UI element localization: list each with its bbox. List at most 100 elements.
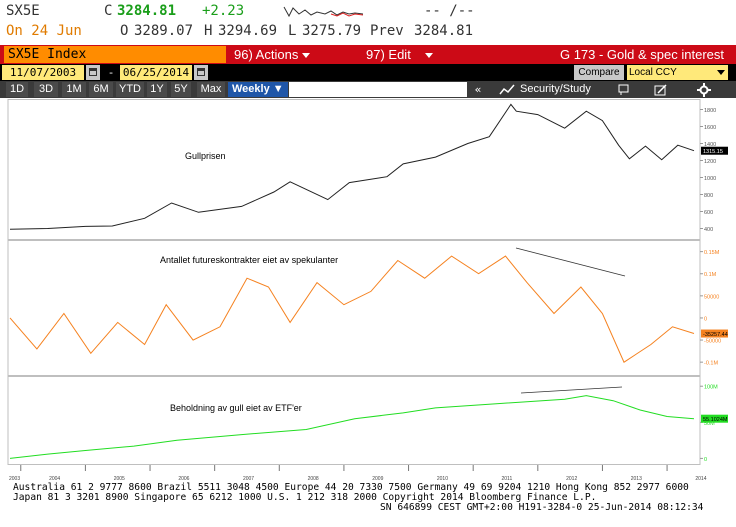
x-tick-label: 2013 [631, 476, 642, 482]
last-value-label: 1315.15 [703, 149, 723, 155]
frequency-input[interactable] [289, 82, 467, 97]
dropdown-arrow-icon [302, 53, 311, 59]
range-1m-button[interactable]: 1M [62, 82, 86, 97]
calendar-icon[interactable] [86, 65, 100, 80]
currency-dropdown-icon[interactable] [717, 70, 725, 75]
y-tick-label: 50M [704, 421, 715, 427]
panel-frame [7, 240, 701, 376]
bid-ask: -- /-- [424, 3, 475, 19]
panel-frame [7, 99, 701, 240]
speculative-contracts-panel: 0.15M 0.1M 50000 0 -50000 -0.1M Antallet futur… [9, 247, 728, 367]
chart-area: 1800 1600 1400 1200 1000 800 600 400 Gullprisen 1… [7, 99, 728, 482]
range-5y-button[interactable]: 5Y [171, 82, 191, 97]
last-price: 3284.81 [117, 3, 177, 19]
footer-line-2: Japan 81 3 3201 8900 Singapore 65 6212 1… [13, 492, 597, 503]
panel-title: Beholdning av gull eiet av ETF'er [170, 403, 302, 413]
range-3d-button[interactable]: 3D [34, 82, 58, 97]
calendar-icon[interactable] [194, 65, 208, 80]
x-tick-label: 2011 [501, 476, 512, 482]
x-tick-label: 2003 [9, 476, 20, 482]
collapse-icon[interactable]: « [474, 83, 482, 96]
x-tick-label: 2014 [695, 476, 706, 482]
y-tick-label: 1600 [704, 125, 716, 131]
edit-label: 97) Edit [366, 47, 411, 62]
panel-title: Antallet futureskontrakter eiet av speku… [160, 255, 338, 265]
panel-title: Gullprisen [185, 151, 226, 161]
x-tick-label: 2012 [566, 476, 577, 482]
y-tick-label: 50000 [704, 294, 719, 300]
prev-price: 3284.81 [414, 23, 474, 39]
series-line [9, 255, 695, 363]
quote-date: On 24 Jun [6, 23, 82, 39]
last-value-tag [701, 329, 728, 338]
frequency-dropdown-icon: ▼ [272, 83, 284, 95]
range-max-button[interactable]: Max [197, 82, 225, 97]
quote-line-1: SX5E C 3284.81 +2.23 -- /-- [0, 0, 736, 20]
x-tick-label: 2008 [308, 476, 319, 482]
etf-holdings-panel: 100M 50M 0 Beholdning av gull eiet av ETF'e… [9, 385, 728, 463]
y-tick-label: 1000 [704, 176, 716, 182]
gear-icon[interactable] [697, 83, 711, 97]
actions-menu-button[interactable]: 96) Actions [234, 46, 338, 63]
open-price: 3289.07 [134, 23, 194, 39]
x-tick-label: 2010 [437, 476, 448, 482]
y-tick-label: 0.1M [704, 272, 717, 278]
trend-annotation [515, 247, 626, 277]
y-tick-label: 600 [704, 210, 713, 216]
last-value-tag [701, 146, 728, 155]
edit-chart-icon[interactable] [654, 84, 668, 96]
y-tick-label: 1200 [704, 159, 716, 165]
range-6m-button[interactable]: 6M [89, 82, 113, 97]
last-value-label: -35257.44 [703, 332, 728, 338]
currency-select[interactable]: Local CCY [627, 65, 728, 80]
panel-frame [7, 376, 701, 465]
dropdown-arrow-icon [424, 53, 433, 59]
y-tick-label: 0 [704, 316, 707, 322]
quote-line-2: On 24 Jun O 3289.07 H 3294.69 L 3275.79 … [0, 20, 736, 40]
price-change: +2.23 [202, 3, 245, 19]
low-price: 3275.79 [302, 23, 362, 39]
low-prefix: L [288, 23, 297, 39]
end-date-field[interactable]: 06/25/2014 [120, 65, 192, 80]
y-tick-label: -0.1M [704, 361, 718, 367]
footer-line-3: SN 646899 CEST GMT+2:00 H191-3284-0 25-J… [380, 502, 704, 513]
x-tick-label: 2009 [372, 476, 383, 482]
x-axis: 2003 2004 2005 2006 2007 2008 2009 2010 2011 2012… [9, 465, 707, 482]
frequency-select[interactable]: Weekly ▼ [228, 82, 288, 97]
last-value-label: 55.1024M [703, 417, 728, 423]
ticker-symbol: SX5E [6, 3, 40, 19]
prev-prefix: Prev [370, 23, 404, 39]
high-price: 3294.69 [218, 23, 278, 39]
footer-line-1: Australia 61 2 9777 8600 Brazil 5511 304… [13, 482, 689, 493]
y-tick-label: 1800 [704, 108, 716, 114]
trend-annotation [520, 386, 623, 394]
chart-grid [7, 99, 701, 465]
gold-price-panel: 1800 1600 1400 1200 1000 800 600 400 Gullprisen 1… [9, 103, 728, 233]
y-tick-label: -50000 [704, 339, 721, 345]
sparkline-icon [283, 6, 364, 18]
annotate-icon[interactable] [618, 84, 630, 96]
frequency-label: Weekly [232, 83, 270, 95]
range-1y-button[interactable]: 1Y [147, 82, 167, 97]
start-date-field[interactable]: 11/07/2003 [2, 65, 84, 80]
edit-menu-button[interactable]: 97) Edit [366, 46, 436, 63]
x-tick-label: 2004 [49, 476, 60, 482]
security-field[interactable]: SX5E Index [4, 46, 226, 63]
x-tick-label: 2005 [114, 476, 125, 482]
series-line [9, 395, 695, 459]
range-ytd-button[interactable]: YTD [116, 82, 144, 97]
open-prefix: O [120, 23, 129, 39]
date-separator: - [107, 66, 115, 79]
y-tick-label: 400 [704, 227, 713, 233]
actions-label: 96) Actions [234, 47, 299, 62]
x-tick-label: 2007 [243, 476, 254, 482]
y-tick-label: 0 [704, 457, 707, 463]
compare-button[interactable]: Compare [574, 65, 624, 80]
y-tick-label: 1400 [704, 142, 716, 148]
graph-title: G 173 - Gold & spec interest [559, 47, 724, 62]
range-1d-button[interactable]: 1D [6, 82, 28, 97]
last-prefix: C [104, 3, 113, 19]
security-study-button[interactable]: Security/Study [520, 83, 591, 95]
series-line [9, 103, 695, 230]
line-chart-icon[interactable] [499, 84, 515, 96]
